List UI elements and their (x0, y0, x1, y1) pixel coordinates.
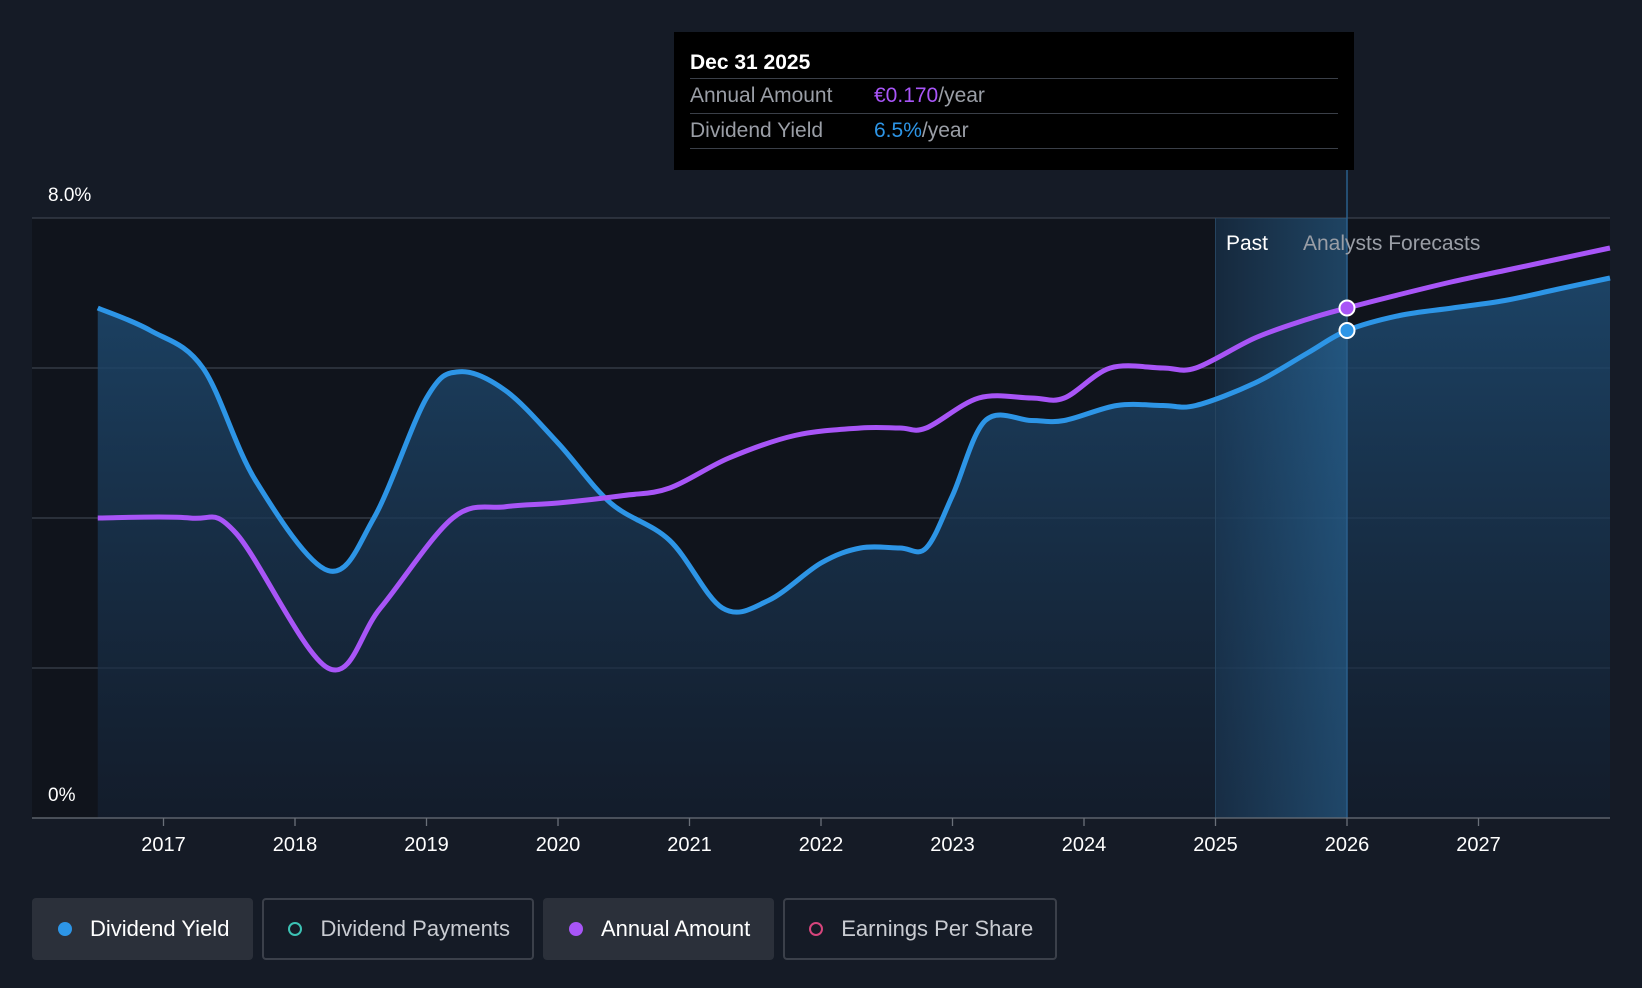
legend-label: Annual Amount (600, 916, 751, 941)
x-tick-label: 2025 (1193, 834, 1238, 856)
x-tick-label: 2020 (536, 834, 581, 856)
x-tick-label: 2023 (930, 834, 975, 856)
dividend-yield-marker (1338, 322, 1356, 339)
forecast-label: Analysts Forecasts (1303, 232, 1480, 255)
earnings-per-share-ring-icon (809, 922, 824, 936)
tooltip-label: Dividend Yield (690, 119, 824, 142)
tooltip-date: Dec 31 2025 (690, 48, 1338, 79)
tooltip-unit: /year (938, 84, 985, 107)
x-tick-label: 2026 (1325, 834, 1370, 856)
dividend-payments-ring-icon (288, 922, 303, 936)
x-tick-label: 2021 (667, 834, 712, 856)
y-tick-bottom: 0% (48, 785, 76, 806)
hover-tooltip: Dec 31 2025 Annual Amount €0.170 /year D… (674, 32, 1354, 170)
dividend-yield-dot-icon (58, 922, 72, 936)
tooltip-value: 6.5% (874, 119, 922, 142)
x-tick-label: 2027 (1456, 834, 1501, 856)
dividend-yield-line (96, 275, 1611, 615)
legend-dividend-yield[interactable]: Dividend Yield (32, 898, 254, 960)
tooltip-label: Annual Amount (690, 84, 833, 107)
legend-earnings-per-share[interactable]: Earnings Per Share (783, 898, 1058, 960)
tooltip-row-annual-amount: Annual Amount €0.170 /year (690, 79, 1338, 114)
tooltip-value: €0.170 (874, 84, 939, 107)
past-label: Past (1226, 232, 1268, 255)
annual-amount-dot-icon (568, 922, 583, 936)
legend-label: Earnings Per Share (841, 916, 1034, 941)
tooltip-row-dividend-yield: Dividend Yield 6.5% /year (690, 114, 1338, 149)
legend-label: Dividend Payments (320, 916, 510, 941)
x-tick-label: 2017 (141, 834, 186, 856)
legend: Dividend Yield Dividend Payments Annual … (32, 898, 1066, 960)
y-tick-top: 8.0% (48, 185, 91, 206)
x-tick-label: 2019 (404, 834, 449, 856)
legend-dividend-payments[interactable]: Dividend Payments (262, 898, 534, 960)
forecast-band (1215, 218, 1347, 818)
legend-label: Dividend Yield (90, 916, 230, 941)
tooltip-unit: /year (921, 119, 969, 142)
legend-annual-amount[interactable]: Annual Amount (542, 898, 775, 960)
x-tick-label: 2022 (799, 834, 844, 856)
x-tick-label: 2018 (273, 834, 318, 856)
x-tick-label: 2024 (1062, 834, 1107, 856)
annual-amount-marker (1338, 299, 1356, 317)
